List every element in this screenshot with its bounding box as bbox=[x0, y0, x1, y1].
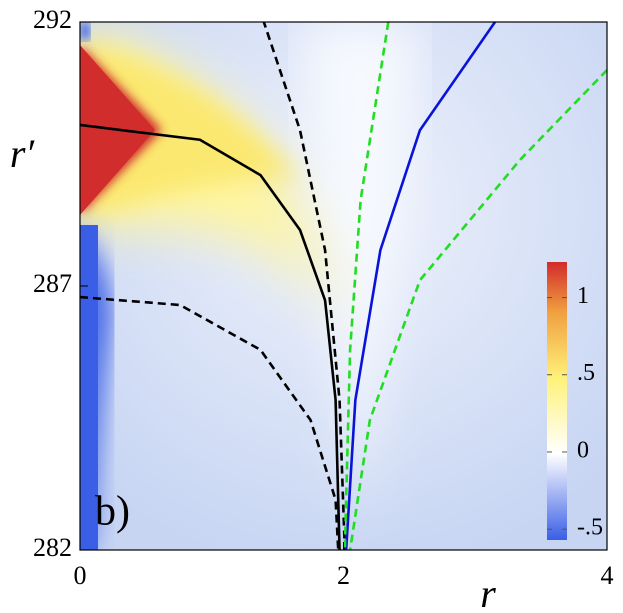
y-tick-label: 287 bbox=[33, 269, 72, 298]
colorbar-tick-label: -.5 bbox=[577, 515, 603, 541]
x-tick-label: 0 bbox=[74, 561, 87, 590]
curve bbox=[348, 69, 607, 550]
curve bbox=[80, 123, 341, 550]
colorbar-tick-label: .5 bbox=[577, 360, 595, 386]
y-axis-label: r′ bbox=[10, 131, 36, 176]
curve bbox=[80, 295, 340, 550]
y-tick-label: 292 bbox=[33, 5, 72, 34]
colorbar-tick-label: 0 bbox=[577, 437, 589, 463]
panel-label: b) bbox=[95, 489, 130, 535]
x-tick-label: 4 bbox=[601, 561, 614, 590]
y-tick-label: 282 bbox=[33, 533, 72, 562]
curve bbox=[262, 22, 347, 550]
colorbar bbox=[547, 262, 567, 540]
colorbar-tick-label: 1 bbox=[577, 283, 589, 309]
heatmap bbox=[80, 22, 607, 550]
x-axis-label: r bbox=[480, 571, 496, 613]
curve bbox=[344, 22, 497, 550]
curve bbox=[343, 22, 390, 550]
x-tick-label: 2 bbox=[337, 561, 350, 590]
